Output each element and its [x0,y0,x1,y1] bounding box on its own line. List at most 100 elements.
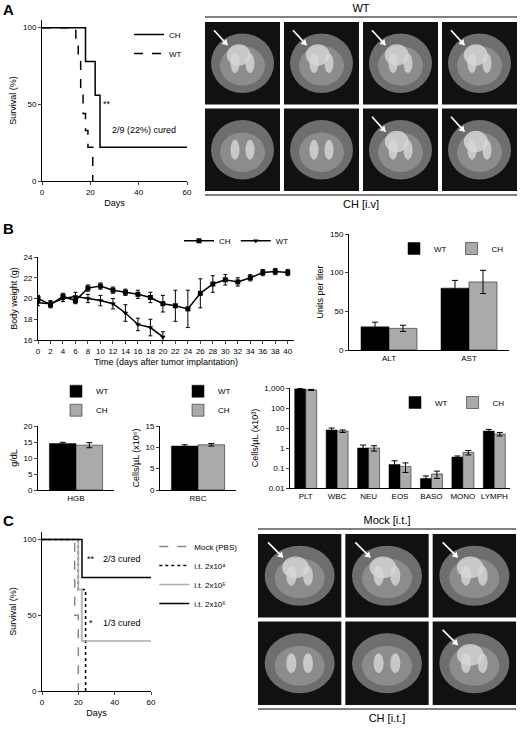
svg-text:WT: WT [434,245,447,254]
svg-text:5: 5 [150,464,155,473]
svg-text:AST: AST [461,354,477,363]
svg-text:BASO: BASO [420,492,442,501]
svg-text:0: 0 [40,188,45,197]
svg-text:10: 10 [275,424,284,433]
svg-text:Survival (%): Survival (%) [8,76,18,125]
svg-text:EOS: EOS [392,492,409,501]
svg-text:16: 16 [23,336,32,345]
svg-text:60: 60 [147,698,156,707]
svg-text:0: 0 [339,346,344,355]
svg-text:20: 20 [23,294,32,303]
svg-text:Mock [i.t.]: Mock [i.t.] [363,514,410,526]
svg-text:24: 24 [23,253,32,262]
svg-text:2: 2 [48,347,53,356]
svg-text:0: 0 [150,486,155,495]
svg-text:15: 15 [23,438,32,447]
svg-text:WT: WT [218,387,231,396]
svg-text:50: 50 [27,611,36,620]
svg-text:WBC: WBC [328,492,347,501]
svg-text:**: ** [87,554,95,564]
svg-text:100: 100 [330,268,344,277]
svg-text:15: 15 [145,422,154,431]
svg-text:8: 8 [86,347,91,356]
svg-text:40: 40 [283,347,292,356]
svg-text:g/dL: g/dL [9,449,19,467]
svg-text:*: * [89,618,93,628]
svg-text:0: 0 [36,347,41,356]
svg-text:CH: CH [219,237,231,246]
svg-text:LYMPH: LYMPH [481,492,508,501]
svg-text:1,000: 1,000 [264,384,285,393]
svg-text:NEU: NEU [360,492,377,501]
svg-text:HGB: HGB [67,494,84,503]
svg-text:60: 60 [183,188,192,197]
svg-text:CH: CH [492,245,504,254]
svg-text:2/9 (22%) cured: 2/9 (22%) cured [112,125,176,135]
svg-text:32: 32 [233,347,242,356]
svg-text:Days: Days [86,708,107,718]
svg-text:Cells/µL (x10⁶): Cells/µL (x10⁶) [131,428,141,487]
svg-text:i.t. 2x10⁶: i.t. 2x10⁶ [194,600,225,609]
svg-text:22: 22 [23,274,32,283]
svg-text:20: 20 [158,347,167,356]
svg-text:5: 5 [28,470,33,479]
svg-text:RBC: RBC [190,494,207,503]
svg-text:18: 18 [146,347,155,356]
svg-text:Body weight (g): Body weight (g) [9,267,19,330]
svg-text:100: 100 [271,404,285,413]
svg-text:WT: WT [96,387,109,396]
svg-text:CH: CH [218,406,230,415]
svg-text:36: 36 [258,347,267,356]
svg-text:CH [i.v]: CH [i.v] [343,198,379,210]
svg-text:0: 0 [32,687,37,696]
svg-text:40: 40 [134,188,143,197]
svg-text:100: 100 [23,23,37,32]
svg-text:24: 24 [183,347,192,356]
svg-text:40: 40 [110,698,119,707]
svg-text:Mock (PBS): Mock (PBS) [194,543,237,552]
svg-text:CH: CH [493,399,505,408]
svg-text:WT: WT [352,2,369,14]
svg-text:0: 0 [40,698,45,707]
svg-text:CH: CH [96,406,108,415]
svg-text:2/3 cured: 2/3 cured [103,554,141,564]
svg-text:Units per liter: Units per liter [315,265,325,318]
svg-text:MONO: MONO [450,492,475,501]
svg-text:WT: WT [276,237,289,246]
svg-text:i.t. 2x10⁴: i.t. 2x10⁴ [194,562,226,571]
svg-text:**: ** [103,99,111,109]
svg-text:Cells/µL (x10³): Cells/µL (x10³) [250,409,260,467]
svg-text:12: 12 [108,347,117,356]
svg-text:1/3 cured: 1/3 cured [103,618,141,628]
svg-text:20: 20 [23,422,32,431]
svg-text:i.t. 2x10⁵: i.t. 2x10⁵ [194,581,225,590]
svg-text:100: 100 [23,535,37,544]
svg-text:16: 16 [133,347,142,356]
svg-text:38: 38 [271,347,280,356]
svg-text:4: 4 [61,347,66,356]
svg-text:0.1: 0.1 [273,464,285,473]
svg-text:Survival (%): Survival (%) [8,587,18,636]
svg-text:18: 18 [23,315,32,324]
svg-text:Days: Days [104,198,125,208]
svg-text:10: 10 [96,347,105,356]
svg-text:26: 26 [196,347,205,356]
svg-text:14: 14 [121,347,130,356]
svg-text:WT: WT [169,50,182,59]
svg-text:50: 50 [334,307,343,316]
svg-text:PLT: PLT [299,492,313,501]
svg-text:20: 20 [86,188,95,197]
svg-text:30: 30 [221,347,230,356]
svg-text:CH [i.t.]: CH [i.t.] [369,712,406,724]
svg-text:28: 28 [208,347,217,356]
svg-text:0: 0 [28,486,33,495]
svg-text:20: 20 [74,698,83,707]
svg-text:10: 10 [145,443,154,452]
svg-text:0: 0 [32,177,37,186]
svg-text:WT: WT [435,399,448,408]
svg-text:0.01: 0.01 [269,484,285,493]
svg-text:6: 6 [73,347,78,356]
svg-text:1: 1 [280,444,285,453]
svg-text:22: 22 [171,347,180,356]
svg-text:ALT: ALT [382,354,396,363]
